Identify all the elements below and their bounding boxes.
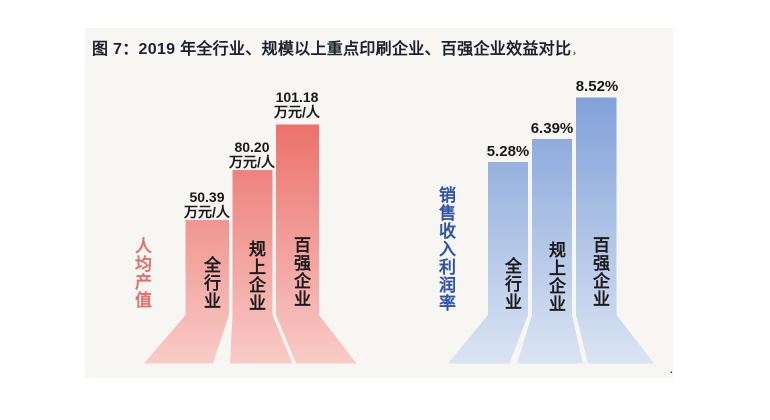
category-label-output-above-scale: 规上企业 (246, 240, 265, 312)
bar-margin-above-scale (517, 139, 583, 364)
group-label-per-capita-output: 人均产值 (132, 237, 151, 309)
figure-title-text: 图 7：2019 年全行业、规模以上重点印刷企业、百强企业效益对比 (92, 41, 572, 58)
bar-output-top100 (276, 124, 357, 364)
category-label-output-all-industry: 全行业 (201, 256, 220, 310)
bar-margin-all-industry (448, 162, 528, 364)
value-text: 101.18 (275, 89, 319, 105)
bar-margin-top100 (576, 97, 654, 364)
value-label-margin-above-scale: 6.39% (530, 120, 574, 137)
category-label-margin-all-industry: 全行业 (502, 257, 521, 311)
category-label-margin-top100: 百强企业 (590, 236, 609, 308)
value-text: 80.20 (234, 139, 270, 155)
value-label-margin-all-industry: 5.28% (486, 143, 530, 160)
category-label-output-top100: 百强企业 (291, 236, 310, 308)
unit-text: 万元/人 (274, 104, 320, 120)
value-text: 50.39 (189, 189, 225, 205)
unit-text: 万元/人 (184, 204, 230, 220)
value-label-output-all-industry: 50.39 万元/人 (162, 190, 252, 220)
value-label-output-above-scale: 80.20 万元/人 (207, 140, 297, 170)
unit-text: 万元/人 (229, 154, 275, 170)
value-label-margin-top100: 8.52% (575, 78, 619, 95)
value-label-output-top100: 101.18 万元/人 (252, 90, 342, 120)
group-label-sales-profit-margin: 销售收入利润率 (436, 186, 455, 312)
title-trailing-mark: ， (572, 46, 582, 56)
figure-title: 图 7：2019 年全行业、规模以上重点印刷企业、百强企业效益对比， (92, 35, 582, 59)
bar-output-above-scale (230, 170, 293, 364)
category-label-margin-above-scale: 规上企业 (546, 241, 565, 313)
corner-artifact-mark: . (670, 365, 673, 376)
bar-output-all-industry (144, 220, 229, 364)
